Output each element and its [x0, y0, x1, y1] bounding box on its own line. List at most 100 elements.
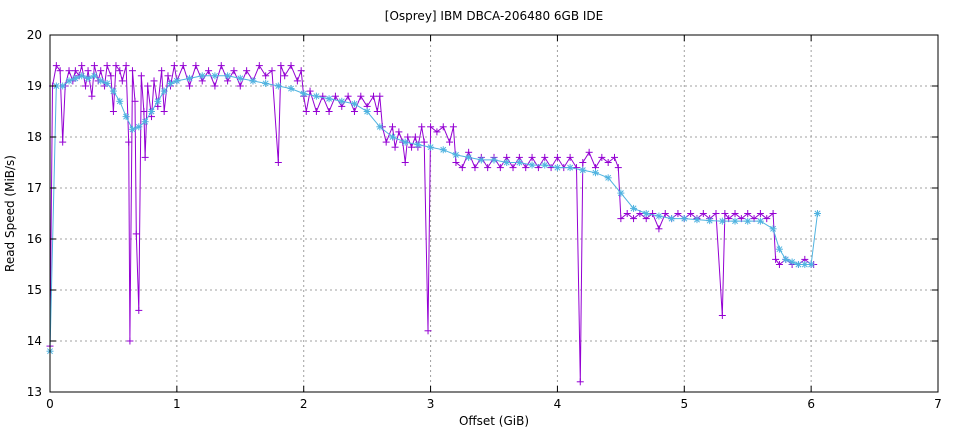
- data-point: [718, 217, 726, 225]
- data-point: [325, 95, 333, 103]
- point-stroke: [795, 261, 802, 268]
- data-point: [116, 97, 124, 105]
- data-point: [312, 92, 320, 100]
- point-stroke: [275, 83, 282, 89]
- point-stroke: [814, 210, 821, 217]
- data-point: [775, 261, 783, 268]
- data-point: [84, 74, 92, 82]
- data-point: [674, 210, 682, 217]
- data-point: [255, 62, 263, 70]
- data-point: [642, 210, 650, 217]
- point-stroke: [173, 77, 180, 84]
- data-point: [395, 128, 403, 136]
- data-point: [389, 133, 397, 141]
- data-point: [389, 123, 397, 131]
- data-point: [439, 146, 447, 154]
- data-point: [167, 79, 175, 87]
- data-point: [522, 164, 530, 172]
- data-point: [122, 113, 130, 121]
- smoothed-series: [46, 72, 821, 355]
- data-point: [141, 118, 149, 126]
- data-point: [236, 74, 244, 82]
- data-point: [712, 210, 720, 217]
- data-point: [112, 62, 120, 70]
- data-point: [401, 138, 409, 146]
- point-stroke: [529, 162, 536, 169]
- data-point: [262, 79, 270, 87]
- data-point: [617, 215, 625, 223]
- x-tick-label: 0: [46, 397, 54, 411]
- data-point: [132, 230, 140, 238]
- axis-ticks: 0 1 2 3 4 5 6 7 13 14 15 16 17 18 19 20: [27, 28, 942, 411]
- point-stroke: [376, 123, 383, 130]
- point-stroke: [85, 75, 92, 82]
- data-point: [186, 74, 194, 82]
- data-point: [566, 153, 574, 161]
- data-point: [158, 67, 166, 75]
- data-point: [211, 82, 219, 90]
- data-point: [97, 67, 105, 75]
- x-tick-label: 7: [934, 397, 942, 411]
- point-stroke: [757, 218, 764, 225]
- data-point: [363, 108, 371, 115]
- data-point: [65, 67, 73, 75]
- point-stroke: [478, 156, 485, 163]
- data-point: [807, 261, 815, 268]
- x-tick-label: 3: [427, 397, 435, 411]
- data-point: [484, 164, 492, 172]
- data-point: [731, 210, 739, 217]
- series-layer: [46, 62, 821, 386]
- point-stroke: [706, 217, 713, 224]
- data-point: [59, 82, 67, 90]
- data-point: [772, 255, 780, 263]
- data-point: [769, 210, 777, 217]
- data-point: [59, 138, 67, 146]
- data-point: [325, 108, 333, 115]
- data-point: [277, 62, 285, 70]
- point-stroke: [326, 95, 333, 102]
- data-point: [128, 67, 136, 75]
- data-point: [131, 97, 139, 105]
- data-point: [414, 141, 422, 149]
- data-point: [756, 210, 764, 217]
- point-stroke: [554, 164, 561, 171]
- data-point: [82, 82, 90, 90]
- data-point: [528, 161, 536, 169]
- data-point: [576, 378, 584, 386]
- data-point: [598, 153, 606, 161]
- data-point: [350, 108, 358, 115]
- point-stroke: [592, 169, 599, 176]
- data-point: [424, 327, 432, 335]
- data-point: [90, 62, 98, 70]
- data-point: [418, 123, 426, 131]
- point-stroke: [129, 126, 136, 133]
- data-point: [744, 217, 752, 225]
- data-point: [230, 67, 238, 75]
- point-stroke: [199, 72, 206, 79]
- data-point: [135, 306, 143, 314]
- data-point: [391, 143, 399, 151]
- data-point: [160, 87, 168, 95]
- point-stroke: [91, 72, 98, 79]
- point-stroke: [66, 77, 73, 84]
- data-point: [408, 143, 416, 151]
- point-stroke: [300, 90, 307, 97]
- data-point: [287, 62, 295, 70]
- data-point: [173, 77, 181, 85]
- data-point: [287, 85, 295, 93]
- data-point: [446, 138, 454, 146]
- data-point: [135, 123, 143, 131]
- data-point: [439, 123, 447, 131]
- data-point: [541, 161, 549, 169]
- data-point: [147, 108, 155, 115]
- data-point: [604, 159, 612, 166]
- data-point: [52, 62, 60, 70]
- point-stroke: [643, 210, 650, 217]
- data-point: [433, 128, 441, 136]
- data-point: [496, 164, 504, 172]
- point-stroke: [59, 83, 66, 89]
- plot-frame: [49, 34, 939, 393]
- data-point: [65, 77, 73, 85]
- x-tick-label: 1: [173, 397, 181, 411]
